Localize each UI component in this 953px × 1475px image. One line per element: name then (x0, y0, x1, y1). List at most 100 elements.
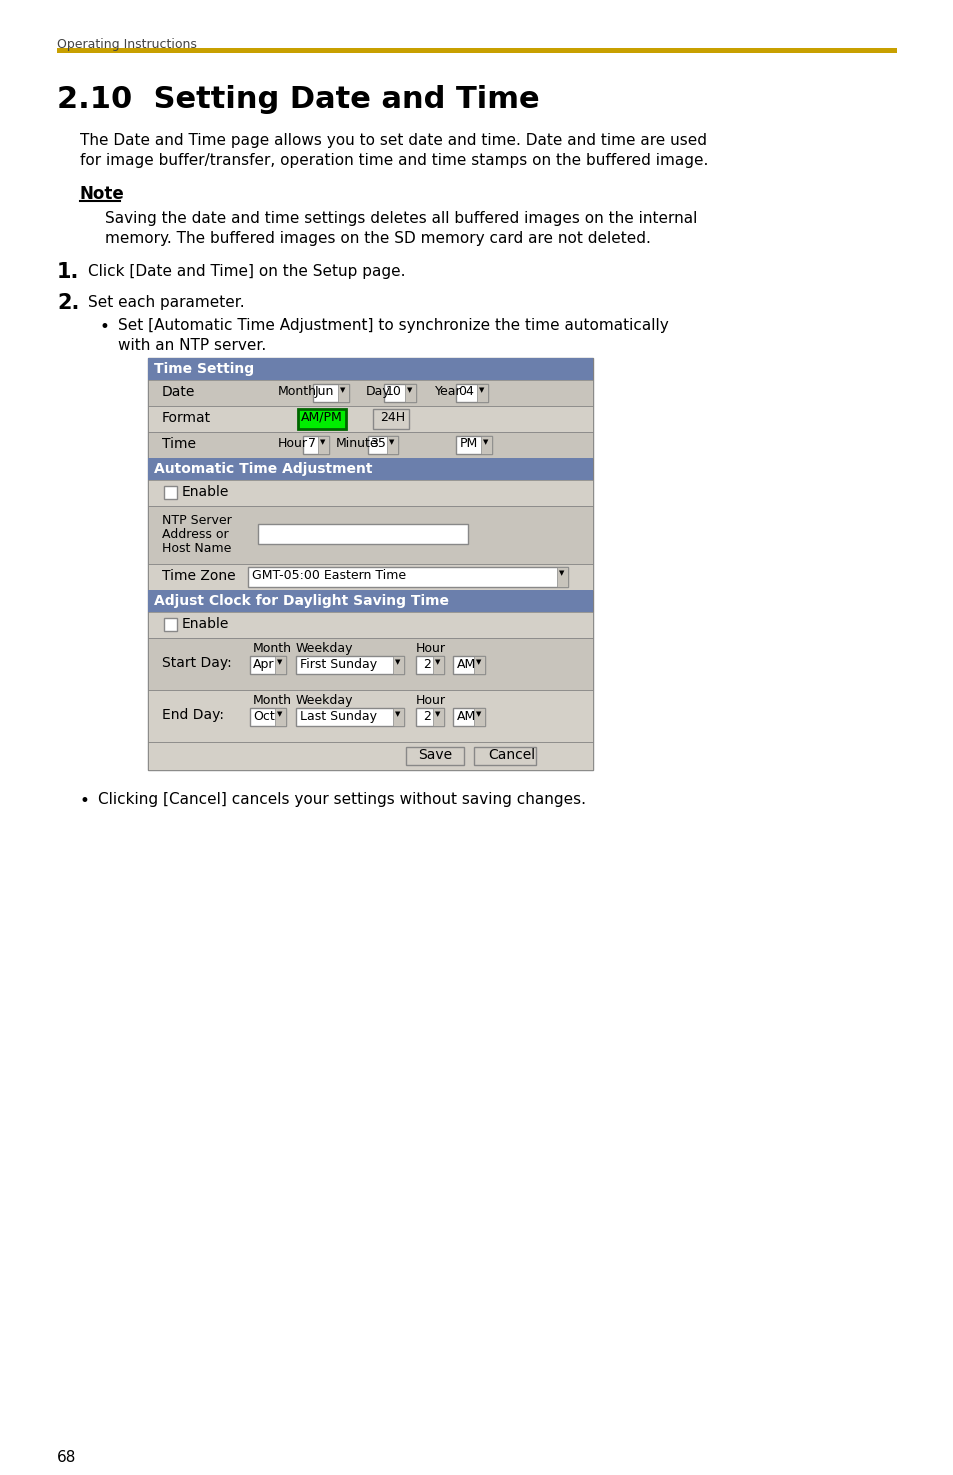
Text: Weekday: Weekday (295, 695, 354, 707)
Bar (250, 656, 286, 674)
Bar (317, 437, 329, 454)
Bar (295, 656, 403, 674)
Bar (474, 708, 484, 726)
Bar (148, 563, 593, 590)
Text: 68: 68 (57, 1450, 76, 1465)
Text: 2: 2 (422, 658, 431, 671)
Bar (393, 656, 403, 674)
Text: 2.10  Setting Date and Time: 2.10 Setting Date and Time (57, 86, 539, 114)
Bar (148, 590, 593, 612)
Bar (557, 566, 567, 587)
Text: Automatic Time Adjustment: Automatic Time Adjustment (153, 462, 372, 476)
Text: Format: Format (162, 412, 211, 425)
Text: Month: Month (253, 695, 292, 707)
Bar (148, 479, 593, 506)
Bar (148, 406, 593, 432)
Text: 10: 10 (386, 385, 401, 398)
Text: Adjust Clock for Daylight Saving Time: Adjust Clock for Daylight Saving Time (153, 594, 449, 608)
Bar (164, 618, 177, 631)
Text: ▼: ▼ (558, 569, 564, 577)
Bar (250, 708, 286, 726)
Text: Hour: Hour (277, 437, 308, 450)
Text: First Sunday: First Sunday (299, 658, 376, 671)
Text: Time Setting: Time Setting (153, 361, 253, 376)
Text: for image buffer/transfer, operation time and time stamps on the buffered image.: for image buffer/transfer, operation tim… (80, 153, 708, 168)
Text: Oct: Oct (253, 709, 274, 723)
Text: AM/PM: AM/PM (301, 412, 342, 423)
Text: Jun: Jun (314, 385, 334, 398)
Text: ▼: ▼ (276, 659, 282, 665)
Text: ▼: ▼ (478, 386, 484, 392)
Bar (387, 437, 397, 454)
Text: 2: 2 (422, 709, 431, 723)
Text: Year: Year (435, 385, 461, 398)
Text: 24H: 24H (379, 412, 405, 423)
Text: Weekday: Weekday (295, 642, 354, 655)
Bar (384, 384, 416, 403)
Text: Month: Month (277, 385, 316, 398)
Text: •: • (80, 792, 90, 810)
Text: Cancel: Cancel (488, 748, 535, 763)
Text: Date: Date (162, 385, 195, 400)
Bar (148, 506, 593, 563)
Text: Note: Note (80, 184, 125, 204)
Bar (416, 656, 443, 674)
Text: Address or: Address or (162, 528, 229, 541)
Text: Save: Save (417, 748, 452, 763)
Bar (148, 381, 593, 406)
Bar (274, 656, 286, 674)
Text: ▼: ▼ (435, 711, 440, 717)
Text: Apr: Apr (253, 658, 274, 671)
Text: •: • (100, 319, 110, 336)
Text: ▼: ▼ (319, 440, 325, 445)
Bar (480, 437, 492, 454)
Text: Clicking [Cancel] cancels your settings without saving changes.: Clicking [Cancel] cancels your settings … (98, 792, 585, 807)
Text: ▼: ▼ (407, 386, 412, 392)
Bar (148, 690, 593, 742)
Text: The Date and Time page allows you to set date and time. Date and time are used: The Date and Time page allows you to set… (80, 133, 706, 148)
Text: ▼: ▼ (476, 711, 481, 717)
Bar (248, 566, 567, 587)
Text: Enable: Enable (182, 485, 229, 499)
Text: Minute: Minute (335, 437, 378, 450)
Bar (148, 742, 593, 770)
Text: GMT-05:00 Eastern Time: GMT-05:00 Eastern Time (252, 569, 406, 583)
Bar (474, 746, 536, 766)
Text: ▼: ▼ (395, 659, 400, 665)
Text: Host Name: Host Name (162, 541, 232, 555)
Bar (303, 437, 329, 454)
Text: NTP Server: NTP Server (162, 513, 232, 527)
Bar (148, 612, 593, 639)
Text: AM: AM (456, 709, 476, 723)
Text: 35: 35 (370, 437, 385, 450)
Bar (148, 432, 593, 459)
Text: Month: Month (253, 642, 292, 655)
Text: with an NTP server.: with an NTP server. (118, 338, 266, 353)
Text: ▼: ▼ (339, 386, 345, 392)
Bar (148, 358, 593, 381)
Bar (373, 409, 409, 429)
Text: Saving the date and time settings deletes all buffered images on the internal: Saving the date and time settings delete… (105, 211, 697, 226)
Bar (453, 708, 484, 726)
Text: 7: 7 (308, 437, 315, 450)
Bar (433, 708, 443, 726)
Bar (393, 708, 403, 726)
Text: Hour: Hour (416, 642, 446, 655)
Bar (274, 708, 286, 726)
Text: PM: PM (459, 437, 477, 450)
Text: 1.: 1. (57, 263, 79, 282)
Bar (476, 384, 488, 403)
Text: ▼: ▼ (389, 440, 394, 445)
Text: Set each parameter.: Set each parameter. (88, 295, 244, 310)
Bar (405, 384, 416, 403)
Bar (297, 409, 346, 429)
Bar (368, 437, 397, 454)
Text: 2.: 2. (57, 294, 79, 313)
Text: ▼: ▼ (476, 659, 481, 665)
Bar (295, 708, 403, 726)
Bar (148, 639, 593, 690)
Bar (148, 358, 593, 770)
Text: Day: Day (366, 385, 391, 398)
Text: Enable: Enable (182, 617, 229, 631)
Text: Hour: Hour (416, 695, 446, 707)
